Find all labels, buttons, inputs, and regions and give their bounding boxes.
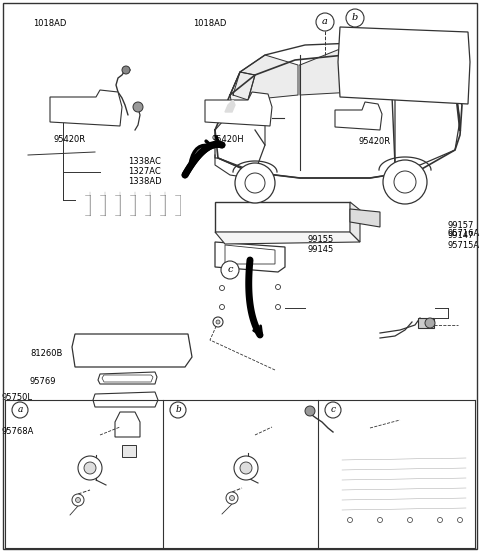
Polygon shape: [215, 202, 350, 232]
Polygon shape: [350, 209, 380, 227]
Circle shape: [229, 496, 235, 501]
Text: 81260B: 81260B: [30, 348, 62, 358]
Circle shape: [221, 261, 239, 279]
Text: 95420R: 95420R: [54, 135, 86, 145]
Circle shape: [408, 518, 412, 523]
Circle shape: [84, 462, 96, 474]
Circle shape: [325, 402, 341, 418]
Circle shape: [346, 9, 364, 27]
Circle shape: [394, 171, 416, 193]
Polygon shape: [215, 242, 285, 272]
Circle shape: [425, 318, 435, 328]
Circle shape: [12, 402, 28, 418]
Polygon shape: [98, 372, 157, 384]
Text: 95750L: 95750L: [2, 394, 33, 402]
Text: 1338AD: 1338AD: [128, 177, 162, 185]
Circle shape: [348, 518, 352, 523]
Polygon shape: [395, 50, 430, 100]
Text: b: b: [175, 406, 181, 415]
Polygon shape: [300, 43, 395, 95]
Bar: [418, 318, 434, 328]
Polygon shape: [50, 90, 122, 126]
Text: 95769: 95769: [30, 376, 57, 385]
Polygon shape: [93, 392, 158, 407]
Circle shape: [133, 102, 143, 112]
Circle shape: [305, 406, 315, 416]
Text: 95716A: 95716A: [448, 229, 480, 237]
Circle shape: [240, 462, 252, 474]
Text: a: a: [17, 406, 23, 415]
Circle shape: [213, 317, 223, 327]
Circle shape: [226, 492, 238, 504]
Text: 1018AD: 1018AD: [33, 19, 67, 28]
Circle shape: [219, 305, 225, 310]
Circle shape: [219, 285, 225, 290]
Polygon shape: [225, 100, 235, 112]
Text: 1327AC: 1327AC: [128, 167, 161, 176]
Circle shape: [316, 13, 334, 31]
Circle shape: [72, 494, 84, 506]
Text: c: c: [331, 406, 336, 415]
FancyArrowPatch shape: [191, 141, 212, 162]
Circle shape: [234, 456, 258, 480]
Bar: [122, 445, 136, 457]
Circle shape: [245, 173, 265, 193]
Polygon shape: [215, 232, 360, 244]
Text: c: c: [227, 266, 233, 274]
Text: 99147: 99147: [448, 231, 474, 240]
Circle shape: [377, 518, 383, 523]
Text: 99145: 99145: [307, 246, 333, 254]
Text: 99155: 99155: [307, 236, 333, 245]
Circle shape: [276, 284, 280, 289]
Polygon shape: [205, 92, 272, 126]
Text: 99157: 99157: [448, 220, 474, 230]
Circle shape: [235, 163, 275, 203]
Text: 95420H: 95420H: [212, 135, 244, 145]
Circle shape: [75, 497, 81, 502]
Text: b: b: [352, 13, 358, 23]
Circle shape: [122, 66, 130, 74]
Polygon shape: [230, 72, 255, 110]
Circle shape: [78, 456, 102, 480]
Polygon shape: [335, 102, 382, 130]
Text: 95768A: 95768A: [2, 427, 35, 436]
Circle shape: [437, 518, 443, 523]
Circle shape: [170, 402, 186, 418]
Polygon shape: [233, 55, 298, 100]
Circle shape: [457, 518, 463, 523]
Text: a: a: [322, 18, 328, 26]
Polygon shape: [350, 202, 360, 242]
Polygon shape: [338, 27, 470, 104]
Text: 95715A: 95715A: [448, 241, 480, 250]
Polygon shape: [72, 334, 192, 367]
Text: 1338AC: 1338AC: [128, 157, 161, 166]
Circle shape: [216, 320, 220, 324]
Text: 95420R: 95420R: [359, 137, 391, 146]
Polygon shape: [115, 412, 140, 437]
Text: 1018AD: 1018AD: [193, 19, 227, 28]
Circle shape: [383, 160, 427, 204]
Circle shape: [276, 305, 280, 310]
